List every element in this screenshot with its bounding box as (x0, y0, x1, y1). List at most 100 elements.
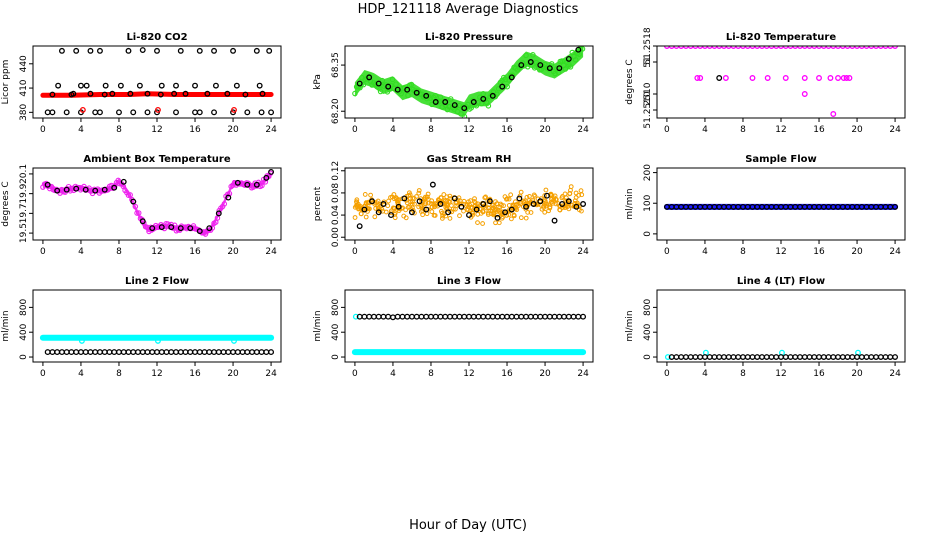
data-point-line2-low (111, 349, 118, 356)
cloud-point (563, 195, 569, 201)
band-point (572, 57, 579, 63)
data-point-co2-outlier (79, 106, 86, 113)
data-point-co2-max (211, 47, 217, 54)
cloud-point (410, 199, 415, 205)
y-tick-label: 0 (643, 354, 653, 360)
data-point-rh-average (437, 201, 444, 207)
data-point-box-temp-average (215, 210, 222, 217)
data-point-temp-top-row (825, 46, 832, 49)
y-tick-label: 380 (19, 103, 29, 120)
cloud-point (485, 210, 491, 216)
data-point-pressure-average (404, 86, 411, 93)
data-point-line4-average (882, 354, 889, 360)
cloud-point (408, 196, 413, 202)
data-point-line3-high (475, 313, 482, 320)
data-point-rh-average (356, 223, 363, 230)
data-point-temp-top-row (749, 46, 756, 49)
cloud-point (526, 198, 532, 203)
data-point-temp-top-row (725, 46, 732, 49)
data-point-line4-average (792, 354, 799, 360)
x-tick-label: 16 (189, 125, 201, 135)
band-point (535, 62, 541, 68)
cloud-point (512, 199, 518, 205)
data-point-rh-average (559, 201, 566, 207)
plot-area (352, 46, 586, 118)
cloud-point (493, 220, 498, 226)
data-point-line3-high (451, 313, 458, 320)
data-point-box-temp-average (73, 185, 80, 192)
data-point-line4-average (811, 354, 818, 360)
cloud-point (518, 215, 524, 221)
data-point-line2-low (215, 349, 222, 356)
data-point-temp-top-row (706, 46, 713, 49)
data-point-temp-black (716, 75, 723, 81)
x-tick-label: 8 (740, 369, 746, 379)
plot-area (39, 334, 275, 356)
data-point-co2-mid (242, 91, 249, 98)
data-point-co2-min (192, 109, 198, 116)
data-point-line3-high (508, 313, 515, 320)
band-point (468, 105, 475, 111)
cloud-point (457, 213, 462, 219)
data-point-line4-average (711, 354, 718, 360)
data-point-co2-mid (182, 90, 189, 97)
data-point-line3-high (485, 313, 491, 320)
data-point-pressure-average (442, 99, 449, 105)
data-point-pressure-average (565, 55, 572, 62)
data-point-line2-low (253, 349, 260, 356)
data-point-line4-average (806, 354, 813, 360)
data-point-line4-average (825, 354, 832, 360)
data-point-line2-low (258, 349, 265, 356)
data-point-temp-top-row (682, 46, 689, 49)
y-tick-label: 400 (643, 323, 653, 340)
cloud-point (441, 192, 447, 197)
chart-svg-co2: Li-820 CO2 Licor ppm 0 4 8 12 16 20 24 380 410 440 (1, 32, 282, 135)
data-point-temp-mid-row (697, 75, 704, 81)
chart-title: Line 3 Flow (437, 276, 501, 287)
y-tick-label: 19.5 (19, 223, 29, 243)
x-tick-label: 0 (40, 247, 46, 257)
x-tick-label: 4 (702, 369, 708, 379)
cloud-point (438, 208, 444, 214)
data-point-temp-mid-row (835, 75, 841, 81)
plot-area (664, 349, 899, 360)
x-tick-label: 12 (151, 125, 162, 135)
band-point (523, 52, 529, 59)
data-point-pressure-average (527, 59, 534, 65)
data-point-rh-average (502, 209, 509, 216)
cloud-point (461, 208, 466, 214)
data-point-box-temp-average (168, 224, 175, 231)
data-point-line4-average (873, 354, 880, 360)
data-point-rh-average (544, 192, 550, 199)
data-point-line2-low (73, 349, 80, 356)
cloud-point (494, 201, 500, 207)
cloud-point (383, 209, 389, 215)
data-point-co2-mid (87, 90, 94, 97)
x-tick-label: 4 (390, 369, 396, 379)
y-tick-label: 400 (19, 323, 29, 340)
data-point-line4-average (730, 354, 737, 360)
data-point-line4-average (849, 354, 856, 360)
data-point-rh-average (494, 214, 501, 221)
data-point-temp-mid-row (782, 75, 789, 81)
cloud-point (491, 211, 496, 217)
data-point-co2-high (192, 82, 198, 89)
y-tick-label: 800 (19, 299, 29, 316)
data-point-line2-low (163, 349, 170, 356)
cloud-point (408, 199, 413, 205)
chart-panel-rh: Gas Stream RH percent 0 4 8 12 16 20 24 0.00 0.04 0… (312, 150, 624, 273)
data-point-line2-low (63, 349, 70, 356)
cloud-point (467, 202, 472, 208)
chart-title: Li-820 Pressure (425, 32, 513, 43)
x-tick-label: 20 (227, 369, 239, 379)
y-tick-label: 20.1 (19, 164, 29, 184)
data-point-rh-average (573, 203, 580, 210)
data-point-line3-high (456, 313, 463, 320)
x-tick-label: 24 (265, 369, 277, 379)
cloud-point (458, 201, 464, 207)
data-point-temp-top-row (792, 46, 799, 49)
data-point-co2-mid (109, 90, 116, 97)
cloud-point (352, 204, 358, 210)
data-point-line2-low (249, 349, 256, 356)
chart-svg-line2-flow: Line 2 Flow ml/min 0 4 8 12 16 20 24 0 400 800 (1, 276, 282, 379)
